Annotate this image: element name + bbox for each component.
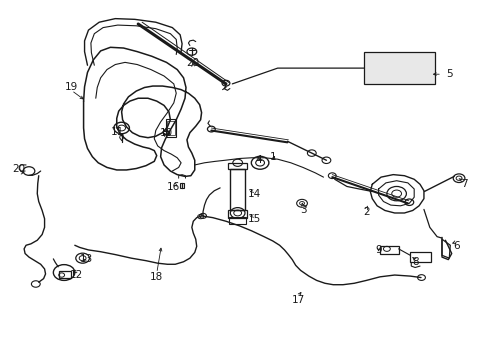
Text: 20: 20: [186, 58, 200, 68]
Text: 8: 8: [411, 257, 418, 267]
Bar: [162, 131, 169, 134]
Bar: [227, 210, 247, 218]
Text: 16: 16: [167, 182, 180, 192]
Text: 15: 15: [247, 215, 260, 224]
Text: 3: 3: [299, 206, 305, 216]
Text: 17: 17: [291, 295, 304, 305]
Bar: [409, 252, 430, 262]
Text: 2: 2: [363, 207, 369, 217]
Bar: [363, 52, 434, 84]
Text: 20: 20: [13, 164, 26, 174]
Text: 6: 6: [452, 241, 459, 251]
Text: 1: 1: [269, 152, 276, 162]
Bar: [166, 119, 176, 137]
Text: 4: 4: [255, 155, 262, 165]
Text: 7: 7: [460, 179, 466, 189]
Text: 11: 11: [111, 127, 124, 136]
Text: 18: 18: [150, 272, 163, 282]
Bar: [228, 217, 246, 224]
Text: 13: 13: [79, 254, 92, 264]
Bar: [379, 246, 398, 253]
Text: 5: 5: [445, 69, 452, 79]
Text: 12: 12: [69, 270, 83, 280]
Bar: [229, 169, 245, 211]
Bar: [59, 271, 71, 278]
Text: 10: 10: [160, 129, 173, 138]
Bar: [167, 121, 175, 135]
Text: 19: 19: [64, 82, 78, 92]
Bar: [180, 183, 183, 188]
Text: 14: 14: [247, 189, 260, 199]
Bar: [227, 163, 247, 169]
Text: 9: 9: [374, 245, 381, 255]
